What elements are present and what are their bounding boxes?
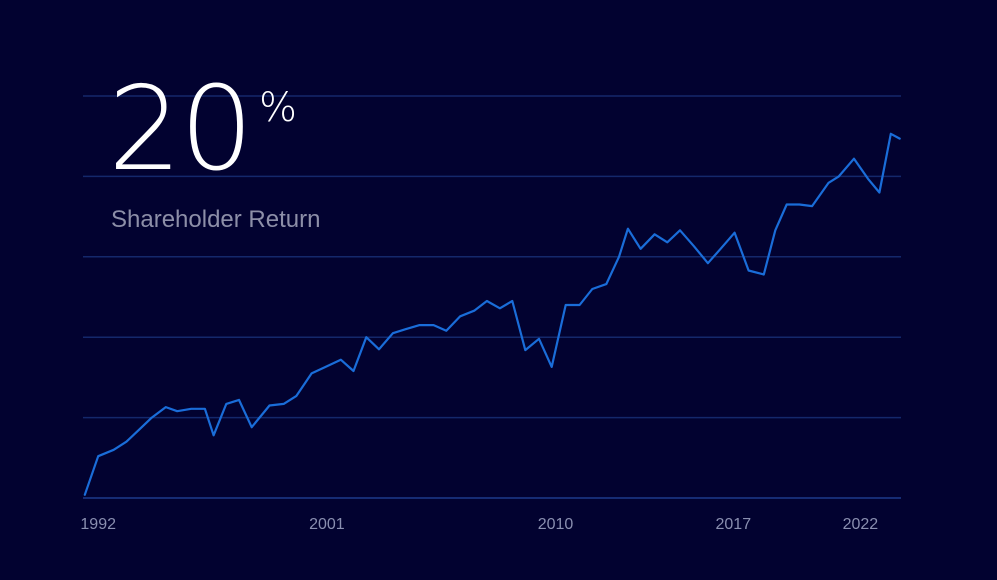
series-group <box>83 132 901 496</box>
series-line <box>83 132 901 496</box>
x-tick-label: 2001 <box>309 516 345 533</box>
headline: 20 % <box>108 72 297 188</box>
headline-value: 20 <box>108 62 254 197</box>
x-tick-label: 2010 <box>538 516 574 533</box>
x-axis-ticks: 1992 2001 2010 2017 2022 <box>80 516 878 533</box>
headline-unit: % <box>259 85 298 131</box>
x-tick-label: 2022 <box>843 516 879 533</box>
x-tick-label: 1992 <box>80 516 116 533</box>
grid <box>83 95 901 499</box>
headline-label: Shareholder Return <box>111 206 321 233</box>
x-tick-label: 2017 <box>716 516 752 533</box>
